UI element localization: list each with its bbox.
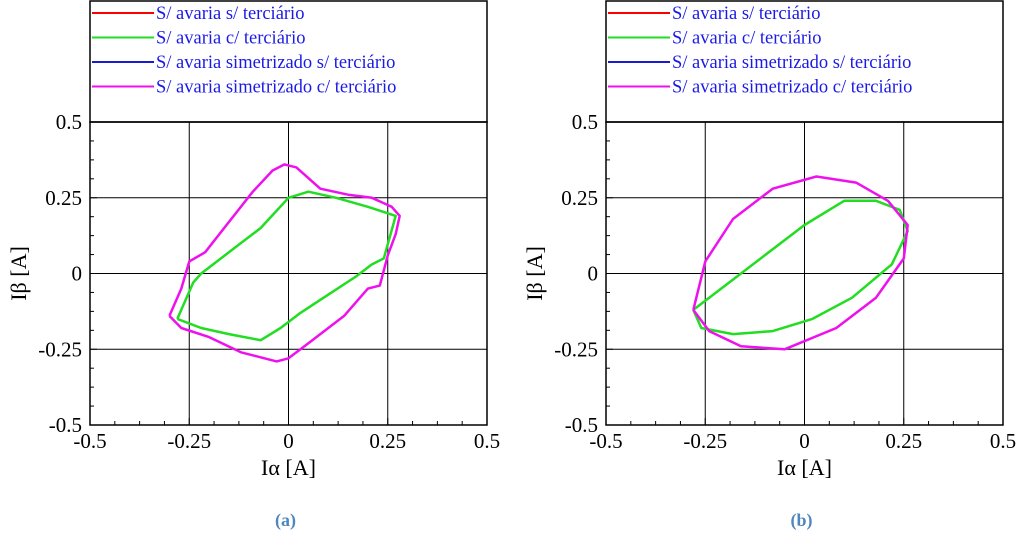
x-tick-label: 0.25 — [369, 429, 406, 453]
y-tick-label: -0.5 — [565, 413, 598, 437]
y-tick-label: 0 — [588, 262, 599, 286]
legend-label: S/ avaria s/ terciário — [672, 4, 820, 24]
x-tick-label: 0 — [799, 429, 810, 453]
x-tick-label: 0.25 — [885, 429, 922, 453]
x-tick-label: 0 — [283, 429, 294, 453]
y-tick-label: 0.25 — [45, 186, 82, 210]
x-axis-title: Iα [A] — [261, 455, 316, 480]
chart-a: S/ avaria s/ terciário S/ avaria c/ terci… — [6, 0, 500, 531]
series-line — [168, 163, 401, 363]
y-axis-title: Iβ [A] — [6, 246, 31, 301]
figure-caption: (a) — [275, 510, 296, 531]
y-tick-label: -0.25 — [554, 337, 598, 361]
x-axis-title: Iα [A] — [777, 455, 832, 480]
legend-box — [605, 0, 1004, 123]
chart-panel-b: S/ avaria s/ terciário S/ avaria c/ terci… — [516, 0, 1031, 535]
legend-label: S/ avaria simetrizado s/ terciário — [672, 53, 911, 73]
x-tick-label: -0.25 — [683, 429, 727, 453]
y-tick-label: 0 — [72, 262, 83, 286]
legend-label: S/ avaria simetrizado c/ terciário — [672, 78, 912, 98]
legend-box — [89, 0, 488, 123]
series-line — [176, 190, 397, 342]
chart-b: S/ avaria s/ terciário S/ avaria c/ terci… — [522, 0, 1016, 531]
series-line — [692, 199, 909, 336]
y-tick-label: 0.5 — [56, 110, 82, 134]
y-tick-label: -0.25 — [38, 337, 82, 361]
y-tick-label: 0.25 — [561, 186, 598, 210]
x-tick-label: -0.25 — [167, 429, 211, 453]
legend-label: S/ avaria c/ terciário — [156, 29, 305, 49]
y-axis-title: Iβ [A] — [522, 246, 547, 301]
x-tick-label: -0.5 — [589, 429, 622, 453]
x-tick-label: -0.5 — [73, 429, 106, 453]
x-tick-label: 0.5 — [990, 429, 1016, 453]
x-tick-label: 0.5 — [474, 429, 500, 453]
legend-label: S/ avaria c/ terciário — [672, 29, 821, 49]
legend-label: S/ avaria s/ terciário — [156, 4, 304, 24]
legend-label: S/ avaria simetrizado s/ terciário — [156, 53, 395, 73]
y-tick-label: -0.5 — [49, 413, 82, 437]
y-tick-label: 0.5 — [572, 110, 598, 134]
chart-panel-a: S/ avaria s/ terciário S/ avaria c/ terci… — [0, 0, 515, 535]
figure-caption: (b) — [791, 510, 813, 531]
legend-label: S/ avaria simetrizado c/ terciário — [156, 78, 396, 98]
series-line — [692, 175, 909, 351]
